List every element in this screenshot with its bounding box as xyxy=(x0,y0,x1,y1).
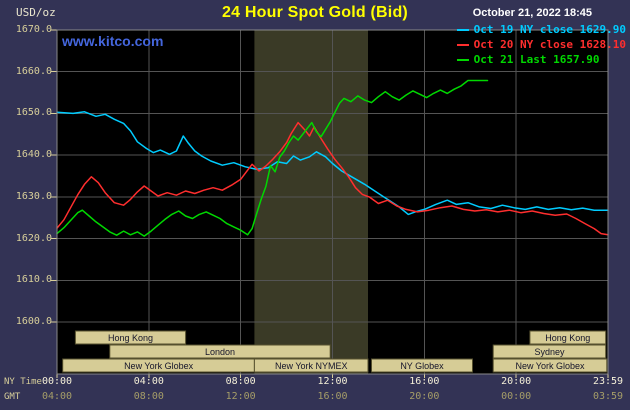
y-axis-label: 1660.0 xyxy=(15,65,52,77)
legend-dash-icon xyxy=(456,28,469,31)
x-axis-label-gmt: 16:00 xyxy=(317,391,348,402)
series-oct-19 xyxy=(56,111,609,216)
y-axis-label: 1670.0 xyxy=(15,24,52,35)
x-axis-label-ny: 04:00 xyxy=(133,376,164,387)
y-axis-label: 1640.0 xyxy=(15,149,52,161)
plot-frame xyxy=(56,29,609,375)
ny-time-row-label: NY Time xyxy=(4,377,42,387)
x-axis-label-gmt: 12:00 xyxy=(225,391,256,402)
series-oct-21 xyxy=(56,79,489,237)
legend-item: Oct 19 NY close 1629.90 xyxy=(456,22,626,37)
x-axis-label-gmt: 04:00 xyxy=(41,391,73,402)
session-label: New York NYMEX xyxy=(275,361,348,371)
y-axis-label: 1650.0 xyxy=(15,107,52,119)
x-axis-label-gmt: 20:00 xyxy=(409,391,440,402)
x-axis-label-ny: 00:00 xyxy=(41,376,73,387)
legend-item: Oct 20 NY close 1628.10 xyxy=(456,37,626,52)
x-axis-label-ny: 12:00 xyxy=(317,376,348,387)
session-box xyxy=(492,358,608,373)
y-axis-label: 1620.0 xyxy=(15,232,52,244)
x-axis-label-ny: 16:00 xyxy=(409,376,440,387)
session-box xyxy=(492,344,607,359)
legend-label: Oct 21 Last 1657.90 xyxy=(473,53,600,66)
legend-label: Oct 20 NY close 1628.10 xyxy=(473,38,626,51)
chart-datetime: October 21, 2022 18:45 xyxy=(472,7,592,19)
x-axis-label-gmt: 00:00 xyxy=(501,391,532,402)
session-label: New York Globex xyxy=(124,361,194,371)
y-axis-label: 1630.0 xyxy=(15,190,52,202)
x-axis-label-gmt: 08:00 xyxy=(133,391,164,402)
session-label: London xyxy=(205,347,235,357)
x-axis-label-ny: 20:00 xyxy=(501,376,532,387)
x-axis-label-ny: 23:59 xyxy=(592,376,624,387)
session-box xyxy=(109,344,331,359)
legend-label: Oct 19 NY close 1629.90 xyxy=(473,23,626,36)
legend: Oct 19 NY close 1629.90 Oct 20 NY close 1… xyxy=(456,22,626,67)
x-axis-label-gmt: 03:59 xyxy=(592,391,624,402)
legend-dash-icon xyxy=(456,58,469,61)
gmt-row-label: GMT xyxy=(4,392,21,402)
chart-title: 24 Hour Spot Gold (Bid) xyxy=(222,4,408,21)
x-axis-label-ny: 08:00 xyxy=(225,376,256,387)
session-box xyxy=(371,358,473,373)
session-label: New York Globex xyxy=(515,361,585,371)
session-label: NY Globex xyxy=(400,361,444,371)
session-box xyxy=(74,330,187,345)
legend-item: Oct 21 Last 1657.90 xyxy=(456,52,626,67)
y-axis-label: 1610.0 xyxy=(15,274,52,286)
nymex-session-band xyxy=(254,30,368,374)
y-axis-label: 1600.0 xyxy=(15,316,52,327)
price-units-label: USD/oz xyxy=(16,6,56,19)
session-box xyxy=(529,330,607,345)
session-label: Hong Kong xyxy=(545,333,590,343)
session-label: Sydney xyxy=(534,347,565,357)
legend-dash-icon xyxy=(456,43,469,46)
session-label: Hong Kong xyxy=(108,333,153,343)
kitco-watermark-link[interactable]: www.kitco.com xyxy=(62,33,164,49)
session-box xyxy=(253,358,369,373)
